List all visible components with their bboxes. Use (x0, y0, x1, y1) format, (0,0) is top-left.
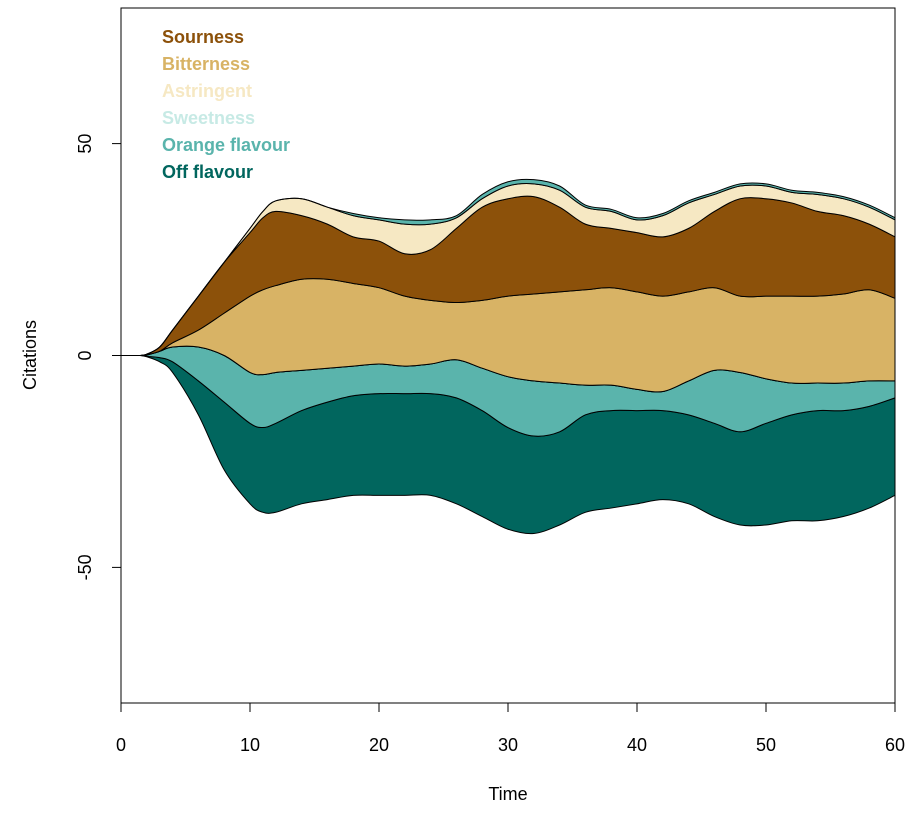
x-axis-title: Time (488, 784, 527, 804)
y-tick-label: 50 (75, 134, 95, 154)
legend-item-off-flavour: Off flavour (162, 162, 253, 182)
x-tick-label: 40 (627, 735, 647, 755)
legend: Sourness Bitterness Astringent Sweetness Ora… (162, 27, 290, 182)
x-tick-label: 50 (756, 735, 776, 755)
stream-layers (121, 178, 896, 535)
y-axis-title: Citations (20, 320, 40, 390)
x-tick-label: 10 (240, 735, 260, 755)
legend-item-bitterness: Bitterness (162, 54, 250, 74)
y-tick-label: -50 (75, 554, 95, 580)
x-tick-label: 20 (369, 735, 389, 755)
y-axis: -50 0 50 (75, 134, 122, 580)
legend-item-sourness: Sourness (162, 27, 244, 47)
x-axis: 0 10 20 30 40 50 60 (116, 702, 905, 755)
legend-item-astringent: Astringent (162, 81, 252, 101)
x-tick-label: 60 (885, 735, 905, 755)
legend-item-orange-flavour: Orange flavour (162, 135, 290, 155)
y-tick-label: 0 (75, 350, 95, 360)
legend-item-sweetness: Sweetness (162, 108, 255, 128)
x-tick-label: 30 (498, 735, 518, 755)
x-tick-label: 0 (116, 735, 126, 755)
